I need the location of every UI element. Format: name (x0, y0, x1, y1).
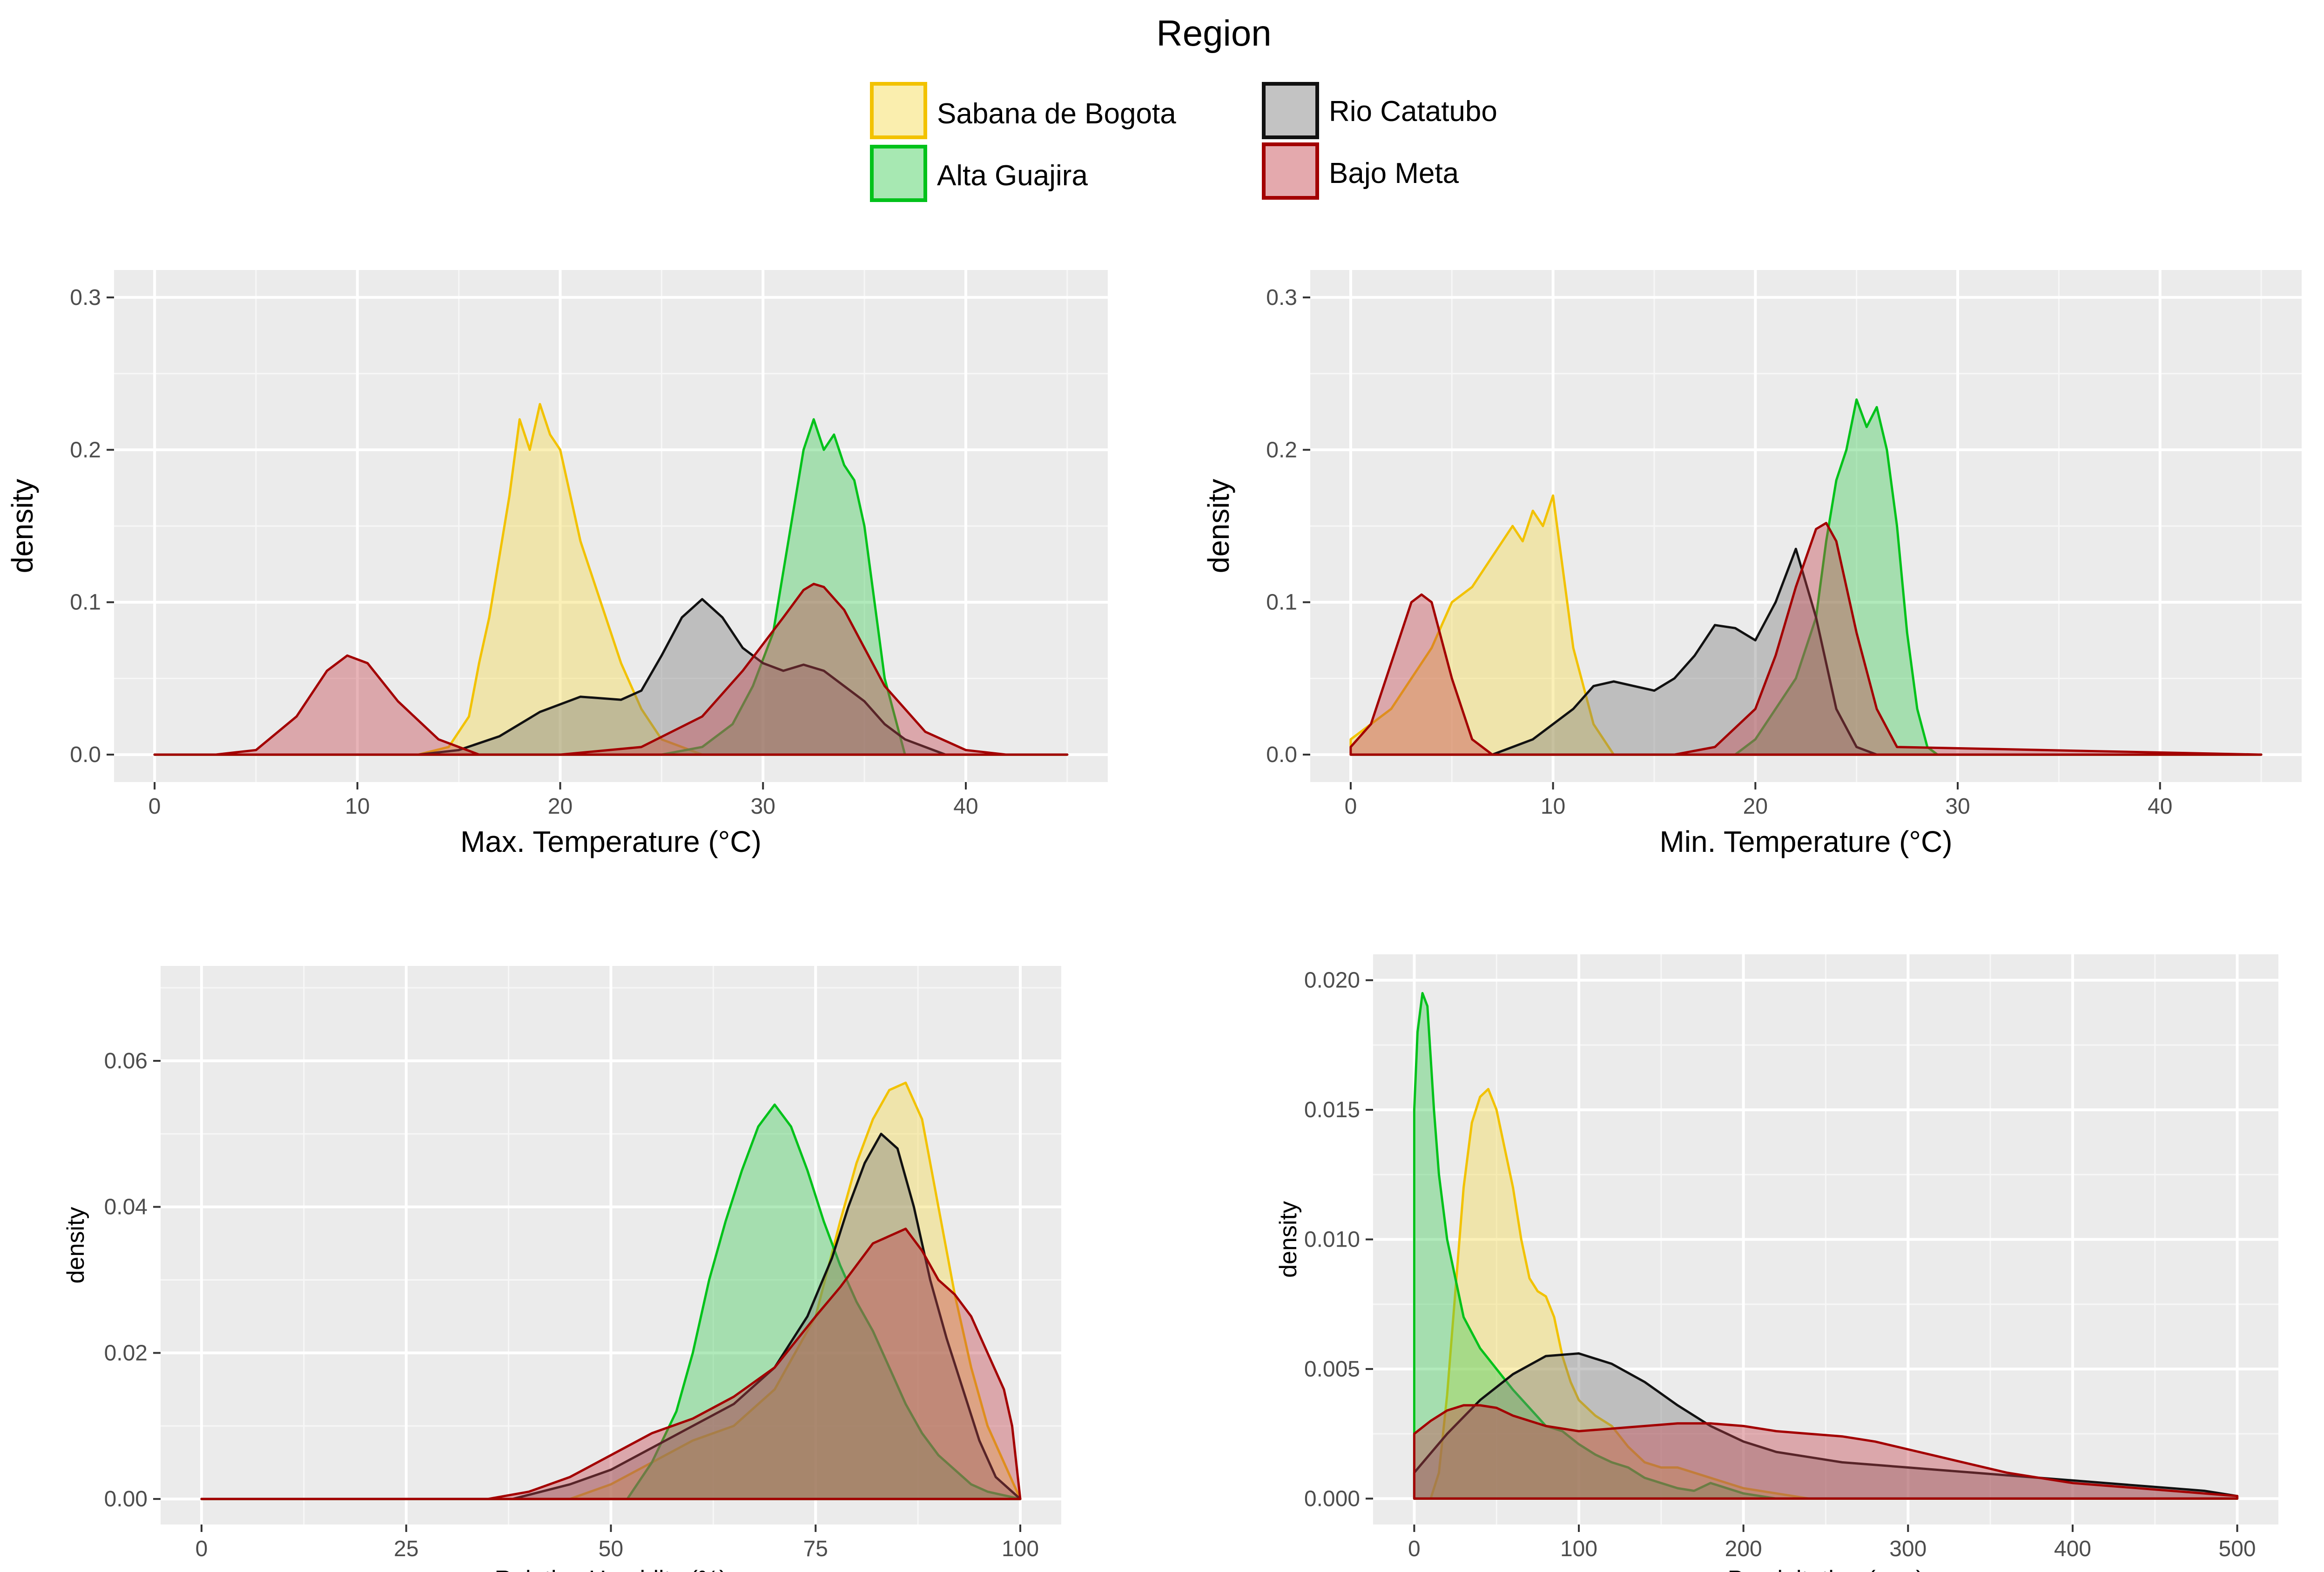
x-axis-title: Precipitation (mm) (1728, 1566, 1924, 1572)
y-tick-label: 0.3 (1266, 285, 1297, 310)
density-area-meta (1413, 1404, 2239, 1500)
y-tick-label: 0.010 (1304, 1228, 1360, 1252)
x-tick-label: 10 (1541, 794, 1565, 819)
density-area-catatubo (1349, 547, 2263, 756)
legend-key-catatubo (1262, 82, 1319, 139)
y-axis-title: density (6, 479, 39, 573)
density-area-sabana (200, 1081, 1022, 1500)
legend-label-catatubo: Rio Catatubo (1329, 95, 1497, 128)
y-tick-label: 0.020 (1304, 968, 1360, 993)
x-axis-title: Min. Temperature (°C) (1659, 825, 1952, 858)
legend-item-meta: Bajo Meta (1262, 142, 1459, 200)
legend: Region Sabana de Bogota Alta Guajira Rio… (870, 13, 1497, 202)
x-tick-label: 20 (1743, 794, 1768, 819)
x-tick-label: 30 (751, 794, 775, 819)
x-tick-label: 30 (1945, 794, 1970, 819)
density-area-meta (200, 1228, 1022, 1500)
x-tick-label: 500 (2219, 1537, 2256, 1561)
legend-item-guajira: Alta Guajira (870, 145, 1088, 202)
legend-label-sabana: Sabana de Bogota (937, 98, 1176, 130)
y-tick-label: 0.2 (1266, 438, 1297, 462)
density-area-meta (153, 582, 1069, 756)
x-tick-label: 10 (345, 794, 370, 819)
y-axis-title: density (1202, 479, 1235, 573)
x-axis-title: Relative Humidity (%) (495, 1566, 728, 1572)
density-area-sabana (1413, 1088, 2239, 1500)
density-area-meta (1349, 522, 2263, 756)
density-area-catatubo (1413, 1352, 2239, 1500)
legend-label-meta: Bajo Meta (1329, 157, 1459, 189)
x-tick-label: 50 (599, 1537, 623, 1561)
x-tick-label: 100 (1560, 1537, 1597, 1561)
panel-min-temperature: 0 10 20 30 40 0.0 0.1 0.2 0.3 Min. Temperature (°… (1202, 270, 2302, 858)
x-tick-label: 0 (1345, 794, 1357, 819)
legend-item-sabana: Sabana de Bogota (870, 82, 1176, 139)
y-tick-label: 0.0 (1266, 742, 1297, 767)
x-tick-label: 300 (1889, 1537, 1927, 1561)
panel-max-temperature: 0 10 20 30 40 0.0 0.1 0.2 0.3 Max. Temperature (°… (6, 270, 1108, 858)
density-area-guajira (1413, 992, 2239, 1500)
y-tick-label: 0.000 (1304, 1486, 1360, 1511)
y-tick-label: 0.06 (104, 1049, 148, 1073)
x-tick-label: 40 (953, 794, 978, 819)
y-tick-label: 0.005 (1304, 1357, 1360, 1382)
density-area-catatubo (153, 598, 1069, 756)
legend-key-sabana (870, 82, 927, 139)
density-area-guajira (153, 418, 1069, 756)
legend-label-guajira: Alta Guajira (937, 160, 1088, 192)
density-area-catatubo (200, 1133, 1022, 1500)
panel-relative-humidity: 0 25 50 75 100 0.00 0.02 0.04 0.06 Relative Humid… (62, 966, 1061, 1572)
x-tick-label: 100 (1002, 1537, 1039, 1561)
x-tick-label: 0 (1408, 1537, 1421, 1561)
y-tick-label: 0.3 (70, 285, 101, 310)
x-tick-label: 0 (195, 1537, 208, 1561)
density-area-guajira (200, 1103, 1022, 1500)
x-tick-label: 400 (2054, 1537, 2091, 1561)
y-tick-label: 0.02 (104, 1341, 148, 1365)
y-axis-title: density (1275, 1201, 1302, 1278)
density-area-guajira (1349, 398, 2263, 756)
x-tick-label: 25 (394, 1537, 418, 1561)
x-tick-label: 40 (2148, 794, 2172, 819)
y-axis-title: density (62, 1207, 89, 1284)
x-tick-label: 75 (803, 1537, 828, 1561)
x-axis-title: Max. Temperature (°C) (460, 825, 761, 858)
x-tick-label: 0 (148, 794, 161, 819)
y-tick-label: 0.00 (104, 1487, 148, 1511)
y-tick-label: 0.1 (70, 590, 101, 615)
density-area-sabana (153, 403, 1069, 756)
y-tick-label: 0.04 (104, 1195, 148, 1220)
panel-precipitation: 0 100 200 300 400 500 0.000 0.005 0.010 0.015 0.02… (1275, 954, 2278, 1572)
legend-item-catatubo: Rio Catatubo (1262, 82, 1497, 139)
x-tick-label: 200 (1725, 1537, 1762, 1561)
y-tick-label: 0.1 (1266, 590, 1297, 615)
density-area-sabana (1349, 494, 2263, 756)
legend-key-guajira (870, 145, 927, 202)
y-tick-label: 0.2 (70, 438, 101, 462)
legend-title: Region (1156, 13, 1271, 54)
legend-key-meta (1262, 142, 1319, 200)
x-tick-label: 20 (548, 794, 573, 819)
y-tick-label: 0.015 (1304, 1098, 1360, 1122)
y-tick-label: 0.0 (70, 742, 101, 767)
